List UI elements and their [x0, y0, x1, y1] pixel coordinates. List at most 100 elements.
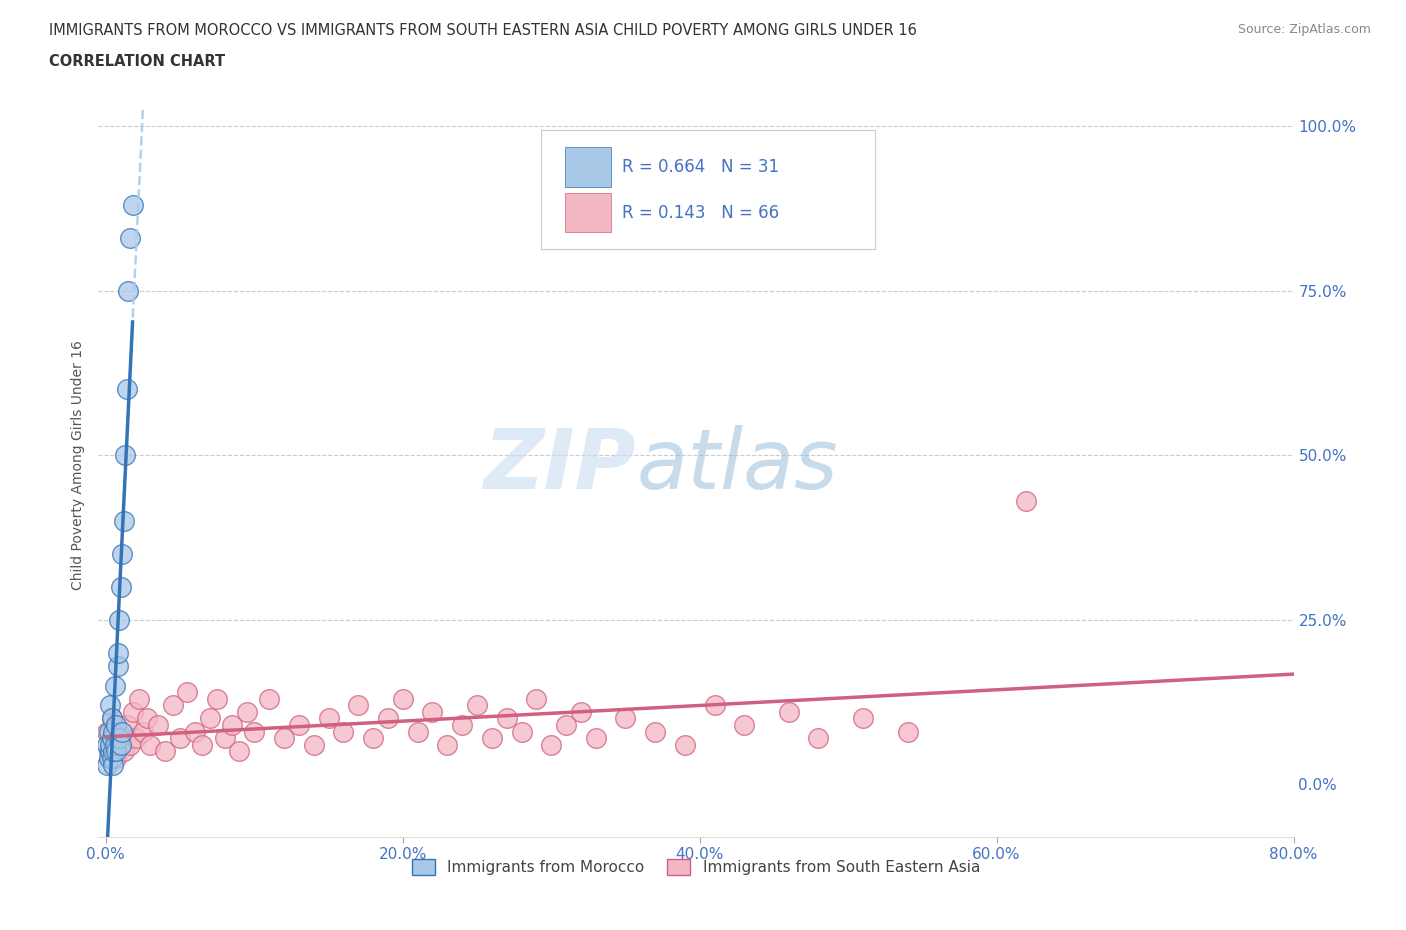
- Point: [103, 744, 125, 759]
- Point: [221, 718, 243, 733]
- Point: [107, 737, 129, 752]
- Point: [121, 197, 143, 212]
- Point: [115, 382, 138, 397]
- Point: [118, 737, 141, 752]
- Text: R = 0.664   N = 31: R = 0.664 N = 31: [621, 158, 779, 176]
- Text: IMMIGRANTS FROM MOROCCO VS IMMIGRANTS FROM SOUTH EASTERN ASIA CHILD POVERTY AMON: IMMIGRANTS FROM MOROCCO VS IMMIGRANTS FR…: [49, 23, 917, 38]
- Point: [111, 547, 134, 562]
- Point: [105, 744, 128, 759]
- Point: [104, 678, 127, 693]
- Point: [614, 711, 637, 726]
- Point: [361, 731, 384, 746]
- Point: [108, 731, 131, 746]
- Point: [451, 718, 474, 733]
- Point: [302, 737, 325, 752]
- FancyBboxPatch shape: [565, 193, 612, 232]
- Point: [124, 731, 146, 746]
- Point: [104, 737, 127, 752]
- Point: [176, 684, 198, 699]
- Point: [114, 447, 136, 462]
- Point: [436, 737, 458, 752]
- Point: [243, 724, 266, 739]
- Point: [228, 744, 250, 759]
- Point: [96, 757, 118, 772]
- Point: [128, 691, 150, 706]
- Point: [377, 711, 399, 726]
- Point: [205, 691, 228, 706]
- Point: [318, 711, 340, 726]
- Point: [257, 691, 280, 706]
- Point: [105, 751, 128, 765]
- Point: [585, 731, 607, 746]
- Y-axis label: Child Poverty Among Girls Under 16: Child Poverty Among Girls Under 16: [72, 340, 86, 590]
- Point: [510, 724, 533, 739]
- Point: [110, 737, 132, 752]
- Point: [101, 711, 124, 726]
- Point: [332, 724, 354, 739]
- FancyBboxPatch shape: [541, 130, 876, 249]
- Point: [644, 724, 666, 739]
- Point: [236, 704, 259, 719]
- Point: [103, 724, 125, 739]
- Text: CORRELATION CHART: CORRELATION CHART: [49, 54, 225, 69]
- Point: [162, 698, 184, 712]
- Point: [105, 718, 128, 733]
- Point: [121, 704, 143, 719]
- Point: [569, 704, 592, 719]
- Legend: Immigrants from Morocco, Immigrants from South Eastern Asia: Immigrants from Morocco, Immigrants from…: [406, 853, 986, 882]
- Point: [108, 612, 131, 627]
- Point: [112, 513, 135, 528]
- Point: [111, 724, 134, 739]
- Point: [391, 691, 413, 706]
- Point: [97, 744, 120, 759]
- Point: [555, 718, 578, 733]
- Point: [101, 751, 124, 765]
- Point: [98, 737, 121, 752]
- Point: [101, 731, 124, 746]
- Point: [107, 658, 129, 673]
- FancyBboxPatch shape: [565, 147, 612, 187]
- Point: [1015, 494, 1038, 509]
- Point: [198, 711, 221, 726]
- Point: [540, 737, 562, 752]
- Point: [347, 698, 370, 712]
- Point: [108, 724, 131, 739]
- Text: R = 0.143   N = 66: R = 0.143 N = 66: [621, 204, 779, 221]
- Point: [115, 718, 138, 733]
- Point: [184, 724, 207, 739]
- Point: [104, 718, 127, 733]
- Text: Source: ZipAtlas.com: Source: ZipAtlas.com: [1237, 23, 1371, 36]
- Point: [101, 711, 124, 726]
- Point: [524, 691, 547, 706]
- Point: [98, 698, 121, 712]
- Point: [191, 737, 214, 752]
- Point: [406, 724, 429, 739]
- Point: [896, 724, 918, 739]
- Point: [117, 283, 139, 298]
- Point: [146, 718, 169, 733]
- Point: [139, 737, 162, 752]
- Point: [98, 737, 121, 752]
- Point: [852, 711, 875, 726]
- Point: [273, 731, 295, 746]
- Point: [778, 704, 800, 719]
- Point: [136, 711, 159, 726]
- Point: [673, 737, 696, 752]
- Point: [118, 231, 141, 246]
- Point: [807, 731, 830, 746]
- Point: [169, 731, 191, 746]
- Point: [155, 744, 177, 759]
- Point: [96, 724, 118, 739]
- Point: [110, 731, 132, 746]
- Point: [465, 698, 488, 712]
- Point: [98, 744, 121, 759]
- Point: [703, 698, 725, 712]
- Point: [110, 579, 132, 594]
- Point: [103, 757, 125, 772]
- Point: [112, 744, 135, 759]
- Point: [132, 724, 155, 739]
- Point: [97, 751, 120, 765]
- Point: [97, 724, 120, 739]
- Point: [422, 704, 444, 719]
- Text: ZIP: ZIP: [484, 424, 637, 506]
